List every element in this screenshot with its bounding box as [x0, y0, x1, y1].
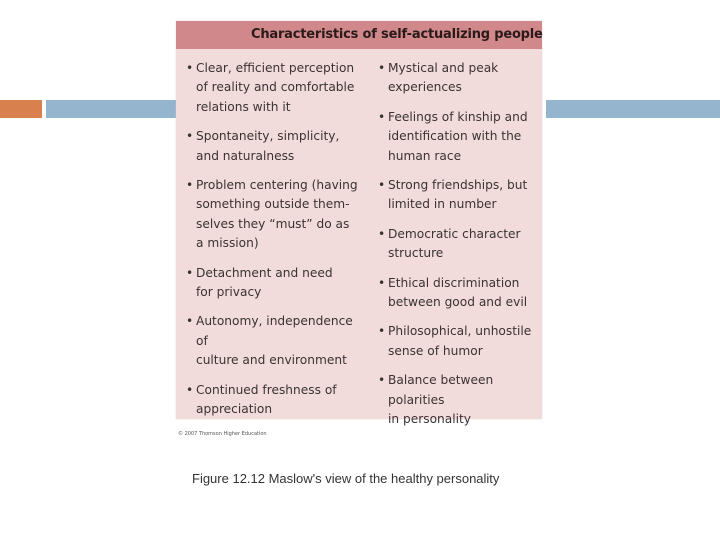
- accent-bar-orange: [0, 100, 42, 118]
- accent-bar-blue-right: [546, 100, 720, 118]
- list-item: Balance between polarities in personalit…: [376, 371, 538, 429]
- figure-caption: Figure 12.12 Maslow's view of the health…: [192, 471, 500, 486]
- panel-title: Characteristics of self-actualizing peop…: [176, 21, 543, 49]
- list-item: Autonomy, independence of culture and en…: [184, 312, 362, 370]
- list-item: Democratic character structure: [376, 225, 538, 264]
- accent-bar-blue-left: [46, 100, 176, 118]
- list-item: Spontaneity, simplicity, and naturalness: [184, 127, 362, 166]
- list-item: Detachment and need for privacy: [184, 264, 362, 303]
- right-column: Mystical and peak experiences Feelings o…: [376, 59, 538, 440]
- copyright-notice: © 2007 Thomson Higher Education: [178, 431, 267, 437]
- list-item: Continued freshness of appreciation: [184, 381, 362, 420]
- list-item: Strong friendships, but limited in numbe…: [376, 176, 538, 215]
- list-item: Mystical and peak experiences: [376, 59, 538, 98]
- list-item: Feelings of kinship and identification w…: [376, 108, 538, 166]
- list-item: Problem centering (having something outs…: [184, 176, 362, 254]
- left-column: Clear, efficient perception of reality a…: [184, 59, 362, 430]
- list-item: Clear, efficient perception of reality a…: [184, 59, 362, 117]
- list-item: Ethical discrimination between good and …: [376, 274, 538, 313]
- list-item: Philosophical, unhostile sense of humor: [376, 322, 538, 361]
- characteristics-panel: Characteristics of self-actualizing peop…: [176, 21, 543, 426]
